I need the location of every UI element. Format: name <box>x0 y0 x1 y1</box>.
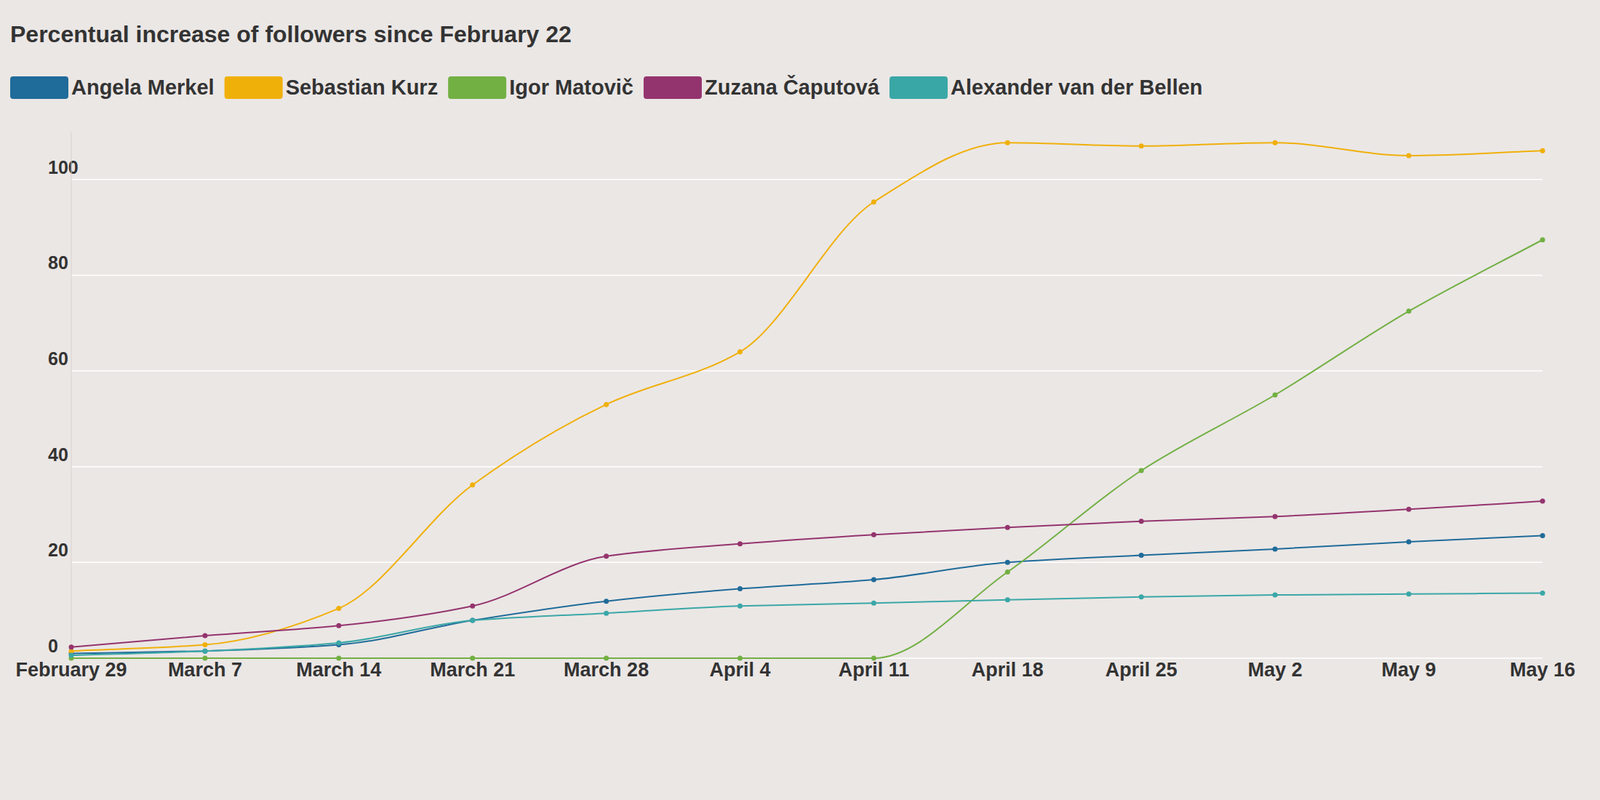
x-tick-label: March 28 <box>563 658 649 681</box>
legend-swatch <box>448 76 507 99</box>
series-point <box>871 199 877 205</box>
x-tick-label: March 7 <box>168 658 243 681</box>
series-point <box>69 653 75 659</box>
grid-line <box>71 466 1543 468</box>
series-point <box>202 648 208 654</box>
series-point <box>603 402 609 408</box>
series-line <box>71 142 1543 651</box>
background <box>0 0 1600 800</box>
legend-swatch <box>10 76 69 99</box>
series-point <box>1406 539 1412 545</box>
x-tick-label: April 18 <box>971 658 1044 681</box>
legend-label: Alexander van der Bellen <box>950 75 1203 99</box>
series-point <box>1272 392 1278 398</box>
series-point <box>1540 148 1546 154</box>
series-point <box>202 642 208 648</box>
series-point <box>871 577 877 583</box>
series-point <box>1406 308 1412 314</box>
x-tick-label: March 14 <box>296 658 382 681</box>
x-tick-label: April 4 <box>709 658 771 681</box>
series-point <box>336 605 342 611</box>
series-point <box>1540 533 1546 539</box>
series-point <box>1272 514 1278 520</box>
series-point <box>69 644 75 650</box>
series-point <box>603 610 609 616</box>
x-tick-label: April 25 <box>1105 658 1178 681</box>
legend-label: Sebastian Kurz <box>285 75 439 99</box>
title: Percentual increase of followers since F… <box>10 21 572 48</box>
series-point <box>737 586 743 592</box>
series-line <box>71 501 1543 648</box>
series-point <box>1540 590 1546 596</box>
y-tick-label: 20 <box>48 539 69 560</box>
series-point <box>1272 546 1278 552</box>
series-point <box>1138 143 1144 149</box>
series-point <box>1272 140 1278 146</box>
series-point <box>1540 498 1546 504</box>
series-point <box>202 633 208 639</box>
y-tick-label: 40 <box>48 444 69 465</box>
series-point <box>603 553 609 559</box>
series-line <box>71 240 1543 659</box>
y-axis-line <box>71 131 72 659</box>
series-point <box>469 618 475 624</box>
legend-swatch <box>643 76 702 99</box>
series-point <box>737 656 743 662</box>
series-point <box>603 598 609 604</box>
legend-swatch <box>889 76 948 99</box>
grid-line <box>71 370 1543 372</box>
grid-line <box>71 562 1543 564</box>
series-point <box>469 656 475 662</box>
plot-area <box>69 140 1546 662</box>
legend-swatch <box>224 76 283 99</box>
series-point <box>1138 518 1144 524</box>
y-tick-label: 100 <box>48 157 79 178</box>
series-point <box>469 603 475 609</box>
series-point <box>202 648 208 654</box>
series-point <box>871 532 877 538</box>
legend-label: Igor Matovič <box>509 75 634 99</box>
series-point <box>1406 591 1412 597</box>
x-tick-label: May 2 <box>1248 658 1303 681</box>
series-point <box>871 656 877 662</box>
series-point <box>1005 560 1011 566</box>
x-tick-label: May 16 <box>1509 658 1576 681</box>
series-point <box>1406 152 1412 158</box>
legend-label: Angela Merkel <box>71 75 215 99</box>
series-point <box>336 656 342 662</box>
series-line <box>71 592 1543 656</box>
chart: Percentual increase of followers since F… <box>0 0 1600 800</box>
series-point <box>1138 467 1144 473</box>
x-tick-label: February 29 <box>15 658 127 681</box>
grid-line <box>71 274 1543 277</box>
legend-label: Zuzana Čaputová <box>704 74 880 99</box>
series-point <box>1005 597 1011 603</box>
x-tick-label: March 21 <box>429 658 515 681</box>
series-point <box>1272 592 1278 598</box>
series-point <box>603 656 609 662</box>
grid-line <box>71 178 1543 181</box>
series-point <box>1406 506 1412 512</box>
series-point <box>469 618 475 624</box>
series-point <box>1005 569 1011 575</box>
series-point <box>1138 594 1144 600</box>
series-point <box>737 603 743 609</box>
series-point <box>871 600 877 606</box>
x-tick-label: May 9 <box>1381 658 1437 681</box>
series-point <box>336 623 342 629</box>
series-point <box>1540 237 1546 243</box>
y-tick-label: 80 <box>48 252 69 273</box>
x-tick-label: April 11 <box>838 658 910 681</box>
series-point <box>1005 525 1011 531</box>
series-point <box>336 640 342 646</box>
series-point <box>1005 140 1011 146</box>
series-point <box>469 482 475 488</box>
series-point <box>737 349 743 355</box>
series-point <box>202 656 208 662</box>
y-tick-label: 60 <box>48 348 69 369</box>
series-point <box>737 541 743 547</box>
y-tick-label: 0 <box>48 635 59 656</box>
series-point <box>1138 552 1144 558</box>
